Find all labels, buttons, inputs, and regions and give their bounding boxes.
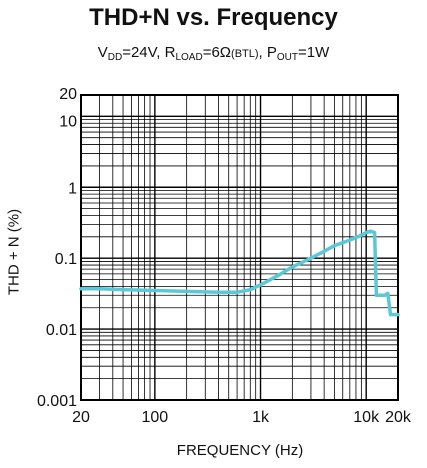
x-axis-label: FREQUENCY (Hz): [176, 442, 304, 459]
rload-note: (BTL): [231, 48, 259, 60]
y-axis-label: THD + N (%): [5, 208, 23, 296]
rload-symbol: R: [164, 44, 176, 61]
y-tick-label: 0.01: [46, 322, 77, 339]
y-tick-label: 0.001: [37, 393, 77, 410]
rload-subscript: LOAD: [175, 52, 203, 63]
chart-subtitle: VDD=24V, RLOAD=6Ω(BTL), POUT=1W: [0, 44, 427, 63]
thd-curve: [79, 229, 400, 317]
rload-value: =6Ω: [202, 44, 232, 61]
y-tick-label: 10: [59, 113, 77, 130]
vdd-subscript: DD: [107, 52, 123, 63]
subtitle-separator: ,: [258, 44, 267, 61]
y-tick-label: 0.1: [55, 251, 77, 268]
vdd-symbol: V: [97, 44, 108, 61]
x-tick-label: 10k: [353, 409, 380, 426]
chart-title: THD+N vs. Frequency: [89, 4, 338, 31]
x-tick-label: 20: [72, 409, 90, 426]
pout-symbol: P: [266, 44, 277, 61]
pout-subscript: OUT: [276, 52, 298, 63]
vdd-value: =24V,: [122, 44, 165, 61]
x-tick-label: 100: [142, 409, 169, 426]
y-tick-label: 20: [59, 86, 77, 103]
x-tick-label: 1k: [252, 409, 270, 426]
plot-frame: [80, 94, 399, 401]
y-tick-label: 1: [68, 180, 77, 197]
x-tick-label: 20k: [385, 409, 412, 426]
pout-value: =1W: [298, 44, 330, 61]
